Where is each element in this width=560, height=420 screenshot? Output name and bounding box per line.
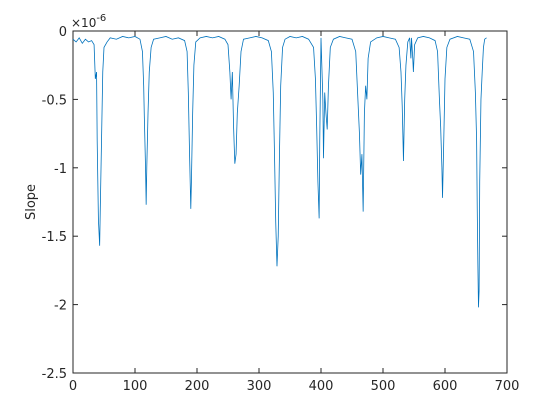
x-tick-label: 200 [185, 379, 210, 394]
x-tick-label: 300 [247, 379, 272, 394]
axes-box [72, 30, 508, 374]
y-multiplier-exponent: -6 [96, 13, 106, 24]
x-tick-label: 400 [309, 379, 334, 394]
y-multiplier-base: ×10 [71, 16, 96, 30]
y-tick-label: -2.5 [42, 367, 67, 382]
x-tick-label: 100 [123, 379, 148, 394]
y-tick-label: -1 [54, 162, 67, 177]
y-tick-label: -1.5 [42, 230, 67, 245]
y-tick-label: 0 [59, 25, 67, 40]
y-tick-label: -0.5 [42, 93, 67, 108]
x-tick-label: 0 [69, 379, 77, 394]
x-tick-label: 500 [371, 379, 396, 394]
y-axis-label: Slope [24, 184, 39, 220]
x-tick-label: 700 [495, 379, 520, 394]
y-tick-label: -2 [54, 299, 67, 314]
data-line [72, 36, 487, 308]
y-multiplier: ×10-6 [71, 13, 106, 30]
x-tick-label: 600 [433, 379, 458, 394]
